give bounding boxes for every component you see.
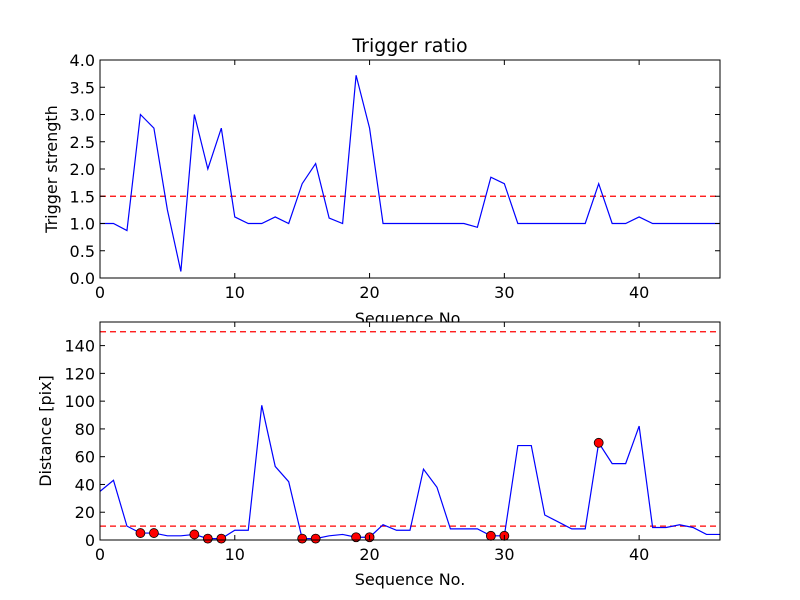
y-tick-label: 20 <box>75 503 95 522</box>
plot-area <box>100 60 720 278</box>
plot-frame <box>99 59 721 279</box>
data-point <box>485 530 496 541</box>
x-tick-label: 0 <box>95 283 105 302</box>
x-tick-label: 10 <box>225 545 245 564</box>
data-point <box>297 533 308 544</box>
y-tick-label: 0.0 <box>70 269 95 288</box>
y-tick-label: 120 <box>64 364 95 383</box>
y-tick-label: 3.5 <box>70 78 95 97</box>
y-tick-label: 80 <box>75 420 95 439</box>
y-tick-label: 40 <box>75 475 95 494</box>
y-axis-label: Trigger strength <box>42 105 61 234</box>
data-point <box>310 533 321 544</box>
x-tick-label: 0 <box>95 545 105 564</box>
y-tick-label: 0 <box>85 531 95 550</box>
x-tick-label: 20 <box>359 283 379 302</box>
plot-area <box>100 322 720 540</box>
data-point <box>593 437 604 448</box>
y-tick-label: 2.0 <box>70 160 95 179</box>
y-tick-label: 1.0 <box>70 215 95 234</box>
y-axis-label: Distance [pix] <box>36 375 55 487</box>
x-tick-label: 40 <box>629 545 649 564</box>
y-tick-label: 4.0 <box>70 51 95 70</box>
x-tick-label: 10 <box>225 283 245 302</box>
axis-ticks: 0 10 20 30 40 0.0 0.5 1.0 1.5 2.0 2.5 3.0 3.5 4.0 <box>70 51 720 302</box>
x-tick-label: 20 <box>359 545 379 564</box>
series-line <box>100 75 720 272</box>
y-tick-label: 0.5 <box>70 242 95 261</box>
distance-chart: 0 10 20 30 40 0 20 40 60 80 100 120 140 Sequence No.… <box>36 321 721 589</box>
data-point <box>149 528 159 538</box>
y-tick-label: 1.5 <box>70 187 95 206</box>
y-tick-label: 60 <box>75 448 95 467</box>
plot-marks <box>99 331 720 544</box>
trigger-ratio-chart: Trigger ratio 0 10 20 30 40 0.0 0.5 1.0 1.5 2.0 2.… <box>42 35 721 328</box>
plot-marks <box>100 75 720 272</box>
x-tick-label: 30 <box>494 545 514 564</box>
x-tick-label: 30 <box>494 283 514 302</box>
y-tick-label: 2.5 <box>70 133 95 152</box>
y-tick-label: 3.0 <box>70 106 95 125</box>
chart-title: Trigger ratio <box>351 35 467 57</box>
data-point <box>135 528 146 538</box>
y-tick-label: 140 <box>64 337 95 356</box>
x-tick-label: 40 <box>629 283 649 302</box>
data-point <box>202 533 213 544</box>
x-axis-label: Sequence No. <box>355 570 466 589</box>
axis-ticks: 0 10 20 30 40 0 20 40 60 80 100 120 140 <box>64 322 720 564</box>
data-point <box>189 529 200 540</box>
y-tick-label: 100 <box>64 392 95 411</box>
data-point <box>216 533 227 544</box>
plot-frame <box>99 321 721 541</box>
data-point <box>351 532 361 543</box>
